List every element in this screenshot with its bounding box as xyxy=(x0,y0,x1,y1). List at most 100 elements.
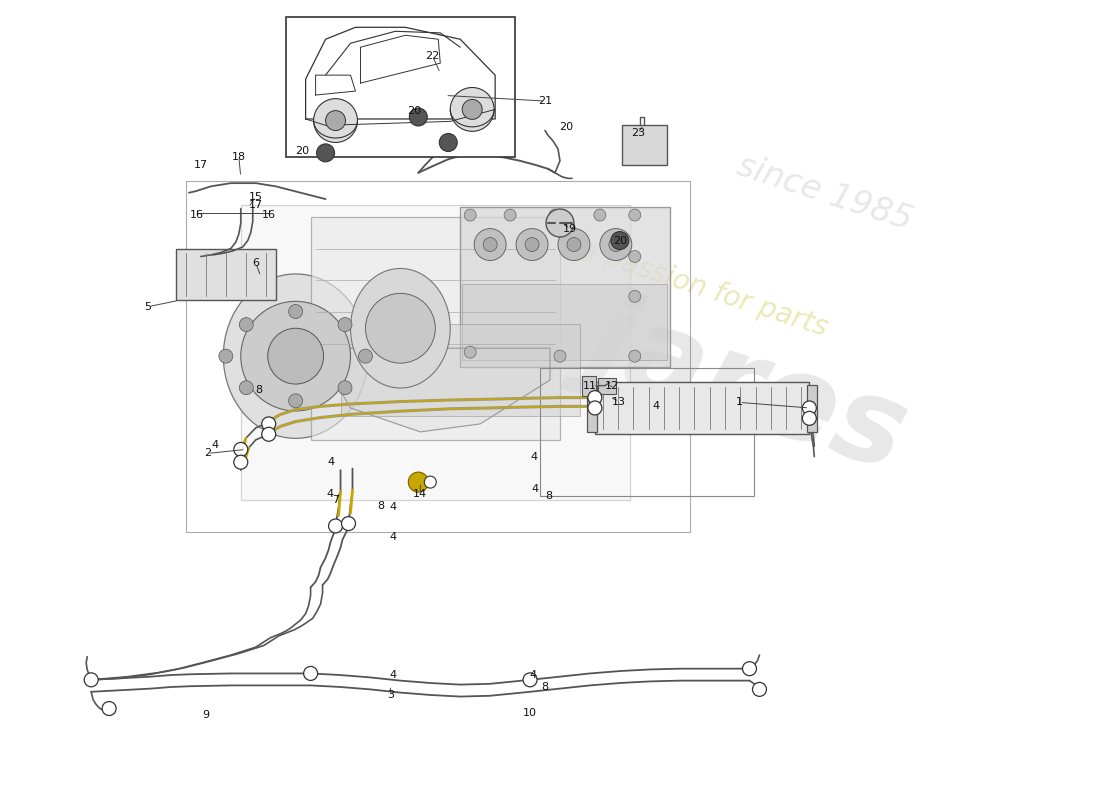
Ellipse shape xyxy=(351,269,450,388)
Bar xyxy=(621,125,667,165)
Bar xyxy=(540,368,755,496)
Bar xyxy=(587,385,597,432)
Text: 4: 4 xyxy=(211,440,219,450)
Circle shape xyxy=(464,209,476,221)
Circle shape xyxy=(439,134,458,151)
Text: 4: 4 xyxy=(529,670,537,680)
Text: 4: 4 xyxy=(389,502,397,512)
Circle shape xyxy=(594,209,606,221)
Circle shape xyxy=(524,673,537,687)
Bar xyxy=(807,385,817,432)
Text: 20: 20 xyxy=(296,146,310,156)
Circle shape xyxy=(317,144,334,162)
Text: 8: 8 xyxy=(546,491,552,502)
Text: 16: 16 xyxy=(262,210,276,220)
Polygon shape xyxy=(310,348,550,432)
Bar xyxy=(582,376,596,396)
Circle shape xyxy=(802,401,816,415)
Text: jares: jares xyxy=(573,278,922,490)
Circle shape xyxy=(802,411,816,426)
Text: 20: 20 xyxy=(407,106,421,117)
Text: 4: 4 xyxy=(327,457,334,467)
Circle shape xyxy=(409,108,427,126)
Circle shape xyxy=(483,238,497,251)
Text: 16: 16 xyxy=(190,210,204,220)
Text: 10: 10 xyxy=(524,707,537,718)
Bar xyxy=(341,324,580,416)
Text: 6: 6 xyxy=(252,258,260,268)
Circle shape xyxy=(587,401,602,415)
Circle shape xyxy=(304,666,318,681)
Circle shape xyxy=(314,98,358,142)
Circle shape xyxy=(752,682,767,696)
Bar xyxy=(595,382,810,434)
Circle shape xyxy=(240,318,253,331)
Bar xyxy=(186,181,690,531)
Circle shape xyxy=(234,442,248,457)
Circle shape xyxy=(610,231,629,250)
Circle shape xyxy=(241,302,351,411)
Circle shape xyxy=(365,294,436,363)
Text: 17: 17 xyxy=(194,160,208,170)
Circle shape xyxy=(566,238,581,251)
Text: 20: 20 xyxy=(613,235,627,246)
Circle shape xyxy=(102,702,117,715)
Text: 21: 21 xyxy=(538,96,552,106)
Text: 2: 2 xyxy=(205,449,211,458)
Text: 8: 8 xyxy=(541,682,549,692)
Text: 22: 22 xyxy=(426,50,439,61)
Circle shape xyxy=(262,427,276,442)
Circle shape xyxy=(326,110,345,130)
Circle shape xyxy=(549,209,561,221)
Circle shape xyxy=(240,381,253,394)
Circle shape xyxy=(629,250,641,262)
Text: 20: 20 xyxy=(559,122,573,132)
Circle shape xyxy=(288,394,302,408)
Text: 3: 3 xyxy=(387,690,394,700)
Text: 18: 18 xyxy=(232,152,246,162)
Text: 11: 11 xyxy=(583,382,597,391)
Bar xyxy=(241,205,630,500)
Circle shape xyxy=(546,209,574,237)
Bar xyxy=(598,378,616,394)
Text: 4: 4 xyxy=(652,402,659,411)
Circle shape xyxy=(408,472,428,492)
Text: 8: 8 xyxy=(377,501,384,511)
Circle shape xyxy=(425,476,437,488)
Circle shape xyxy=(629,290,641,302)
Circle shape xyxy=(600,229,631,261)
Circle shape xyxy=(338,318,352,331)
Circle shape xyxy=(742,662,757,676)
Text: 4: 4 xyxy=(326,489,333,499)
Circle shape xyxy=(587,390,602,405)
Circle shape xyxy=(554,350,566,362)
Bar xyxy=(286,18,515,157)
Circle shape xyxy=(338,381,352,394)
Text: 9: 9 xyxy=(202,710,209,720)
Circle shape xyxy=(609,238,623,251)
Text: 14: 14 xyxy=(414,489,428,499)
Text: 8: 8 xyxy=(255,386,262,395)
Circle shape xyxy=(359,349,373,363)
Circle shape xyxy=(629,209,641,221)
Circle shape xyxy=(450,87,494,131)
Circle shape xyxy=(219,349,233,363)
Text: 4: 4 xyxy=(530,452,538,462)
Text: 13: 13 xyxy=(612,397,626,406)
Bar xyxy=(176,249,276,300)
Text: 4: 4 xyxy=(389,670,397,680)
Text: 17: 17 xyxy=(249,200,263,210)
Bar xyxy=(310,217,560,440)
Text: 15: 15 xyxy=(249,192,263,202)
Circle shape xyxy=(462,99,482,119)
Text: 4: 4 xyxy=(531,484,539,494)
Circle shape xyxy=(504,209,516,221)
Circle shape xyxy=(558,229,590,261)
Circle shape xyxy=(464,346,476,358)
Circle shape xyxy=(288,305,302,318)
Circle shape xyxy=(516,229,548,261)
Circle shape xyxy=(267,328,323,384)
Text: 7: 7 xyxy=(332,494,339,505)
Text: since 1985: since 1985 xyxy=(733,149,916,237)
Circle shape xyxy=(474,229,506,261)
